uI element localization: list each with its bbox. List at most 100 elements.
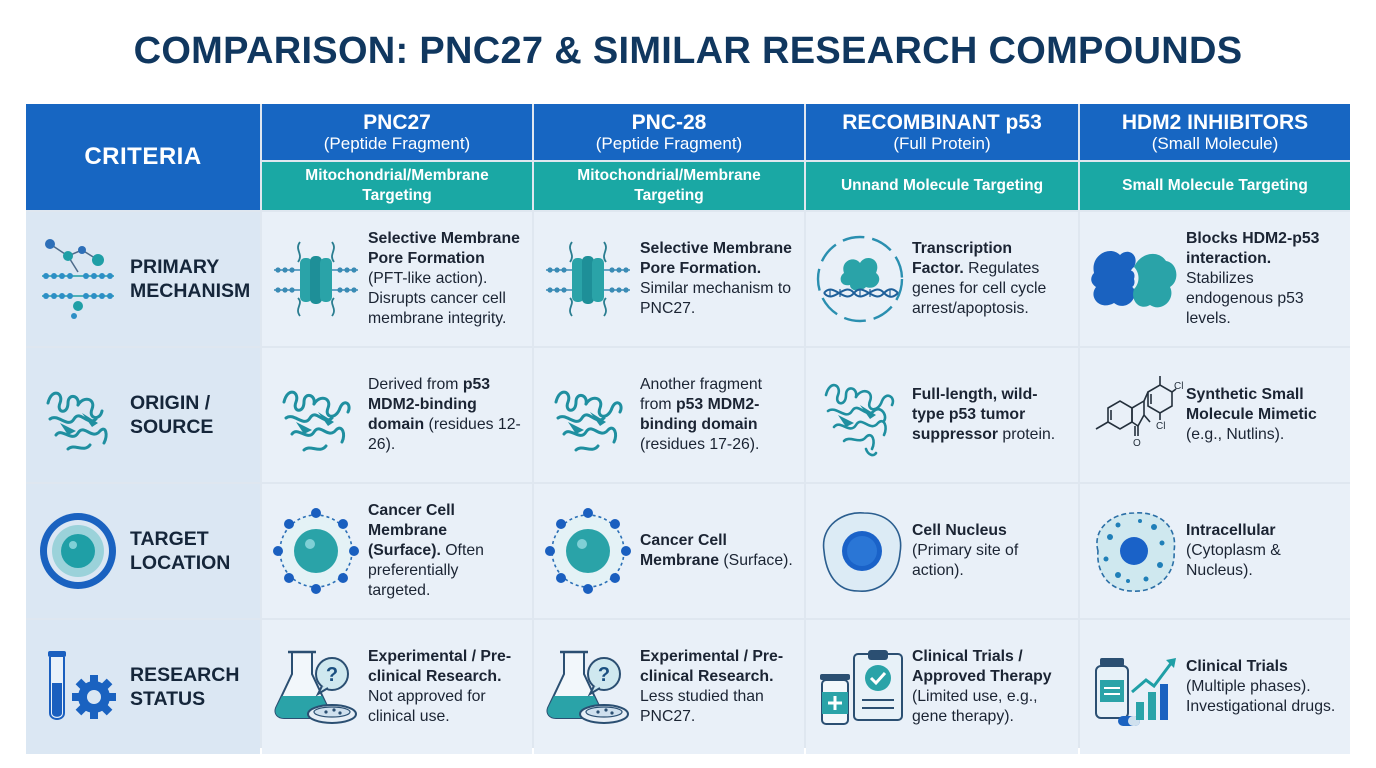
cell-membrane-icon [270,501,362,601]
column-subtitle: (Full Protein) [893,133,991,153]
criteria-label-line2: MECHANISM [130,280,251,302]
question-glyph: ? [326,664,338,686]
cell-text-bold: Selective Membrane Pore Formation. [640,240,792,277]
criteria-label: RESEARCH STATUS [120,663,255,711]
cell-text-bold: Cancer Cell Membrane (Surface). [368,502,455,559]
cell-text-rest: (Surface). [719,552,793,569]
cell-text: Blocks HDM2-p53 interaction. Stabilizes … [1180,229,1346,329]
column-target-pnc27: Mitochondrial/Membrane Targeting [262,162,532,210]
cell-hdm2-origin: Cl Cl O Synthetic Small Molecule Mimetic… [1080,348,1350,482]
cell-text-rest: (residues 17-26). [640,436,760,453]
cell-text: Cancer Cell Membrane (Surface). [634,531,800,571]
criteria-label: ORIGIN / SOURCE [120,391,255,439]
column-header-hdm2-inhibitors: HDM2 INHIBITORS (Small Molecule) [1080,104,1350,160]
cell-text: Clinical Trials / Approved Therapy (Limi… [906,647,1072,727]
cell-text-pre: Derived from [368,376,463,393]
dna-protein-icon [814,229,906,329]
cell-text-bold: Cancer Cell Membrane [640,532,727,569]
column-target-hdm2-inhibitors: Small Molecule Targeting [1080,162,1350,210]
cell-pnc28-origin: Another fragment from p53 MDM2-binding d… [534,348,804,482]
column-name: RECOMBINANT p53 [842,110,1042,134]
membrane-pore-icon [542,229,634,329]
protein-fold-icon [542,365,634,465]
protein-fold-icon [814,365,906,465]
cell-text-bold: Clinical Trials / Approved Therapy [912,648,1052,685]
cell-text-bold: Experimental / Pre-clinical Research. [640,648,784,685]
criteria-label-line1: PRIMARY [130,256,220,278]
page-title: COMPARISON: PNC27 & SIMILAR RESEARCH COM… [133,30,1243,72]
cell-text-rest: (Multiple phases). Investigational drugs… [1186,678,1336,715]
cell-text-rest: Similar mechanism to PNC27. [640,280,791,317]
cell-text: Clinical Trials (Multiple phases). Inves… [1180,657,1346,717]
protein-fold-icon [36,370,120,460]
cell-hdm2-status: Clinical Trials (Multiple phases). Inves… [1080,620,1350,754]
column-name: PNC-28 [631,110,707,134]
cell-text: Cell Nucleus (Primary site of action). [906,521,1072,581]
cell-recombinant-p53-target: Cell Nucleus (Primary site of action). [806,484,1078,618]
cell-text-rest: Not approved for clinical use. [368,688,486,725]
column-header-recombinant-p53: RECOMBINANT p53 (Full Protein) [806,104,1078,160]
column-name: HDM2 INHIBITORS [1121,110,1309,134]
criteria-label-line1: RESEARCH [130,664,240,686]
cell-text: Another fragment from p53 MDM2-binding d… [634,375,800,455]
column-target-recombinant-p53: Unnand Molecule Targeting [806,162,1078,210]
criteria-origin-source: ORIGIN / SOURCE [26,348,260,482]
cell-text-bold: Selective Membrane Pore Formation [368,230,520,267]
flask-question-icon: ? [270,637,362,737]
criteria-target-location: TARGET LOCATION [26,484,260,618]
criteria-header: CRITERIA [26,104,260,210]
criteria-primary-mechanism: PRIMARY MECHANISM [26,212,260,346]
cell-pnc28-target: Cancer Cell Membrane (Surface). [534,484,804,618]
cell-text-rest: (residues 12-26). [368,416,521,453]
cell-text: Selective Membrane Pore Formation (PFT-l… [362,229,528,329]
cell-text: Cancer Cell Membrane (Surface). Often pr… [362,501,528,601]
cell-membrane-icon [542,501,634,601]
cell-text-rest: (Primary site of action). [912,542,1019,579]
criteria-label: TARGET LOCATION [120,527,255,575]
column-subtitle: (Peptide Fragment) [595,133,743,153]
cell-text-bold: Full-length, wild-type p53 tumor suppres… [912,386,1038,443]
cell-pnc27-mechanism: Selective Membrane Pore Formation (PFT-l… [262,212,532,346]
atom-label: Cl [1156,421,1165,432]
cell-text-bold: Intracellular [1186,522,1276,539]
cell-text-bold: Transcription Factor. [912,240,1013,277]
column-header-pnc27: PNC27 (Peptide Fragment) [262,104,532,160]
cell-recombinant-p53-origin: Full-length, wild-type p53 tumor suppres… [806,348,1078,482]
criteria-label: PRIMARY MECHANISM [120,255,255,303]
cell-text-rest: Stabilizes endogenous p53 levels. [1186,270,1304,327]
cell-text-rest: Less studied than PNC27. [640,688,764,725]
flask-question-icon: ? [542,637,634,737]
cell-text: Full-length, wild-type p53 tumor suppres… [906,385,1072,445]
column-name: PNC27 [363,110,431,134]
cell-text: Intracellular (Cytoplasm & Nucleus). [1180,521,1346,581]
cell-recombinant-p53-status: Clinical Trials / Approved Therapy (Limi… [806,620,1078,754]
membrane-network-icon [36,234,120,324]
cell-text-bold: Synthetic Small Molecule Mimetic [1186,386,1317,423]
column-subtitle: (Small Molecule) [1151,133,1279,153]
cell-text-bold: Cell Nucleus [912,522,1007,539]
cell-target-icon [36,506,120,596]
cell-text-bold: p53 MDM2-binding domain [368,376,491,433]
criteria-label-line2: SOURCE [130,416,214,438]
criteria-label-line2: LOCATION [130,552,231,574]
cell-text-bold: p53 MDM2-binding domain [640,396,760,433]
cell-text-rest: (Cytoplasm & Nucleus). [1186,542,1281,579]
criteria-label-line1: ORIGIN / [130,392,211,414]
molecule-structure-icon: Cl Cl O [1088,365,1183,465]
criteria-research-status: RESEARCH STATUS [26,620,260,754]
bottle-chart-icon [1088,637,1180,737]
cell-text: Derived from p53 MDM2-binding domain (re… [362,375,528,455]
cell-text: Experimental / Pre-clinical Research. No… [362,647,528,727]
criteria-label-line1: TARGET [130,528,209,550]
intracellular-icon [1088,501,1180,601]
cell-text-rest: Regulates genes for cell cycle arrest/ap… [912,260,1047,317]
atom-label: O [1133,438,1141,449]
cell-recombinant-p53-mechanism: Transcription Factor. Regulates genes fo… [806,212,1078,346]
column-subtitle: (Peptide Fragment) [323,133,471,153]
cell-pnc27-target: Cancer Cell Membrane (Surface). Often pr… [262,484,532,618]
cell-text-bold: Clinical Trials [1186,658,1288,675]
cell-pnc28-mechanism: Selective Membrane Pore Formation. Simil… [534,212,804,346]
cell-text: Selective Membrane Pore Formation. Simil… [634,239,800,319]
criteria-label-line2: STATUS [130,688,206,710]
cell-text-rest: (Limited use, e.g., gene therapy). [912,688,1038,725]
